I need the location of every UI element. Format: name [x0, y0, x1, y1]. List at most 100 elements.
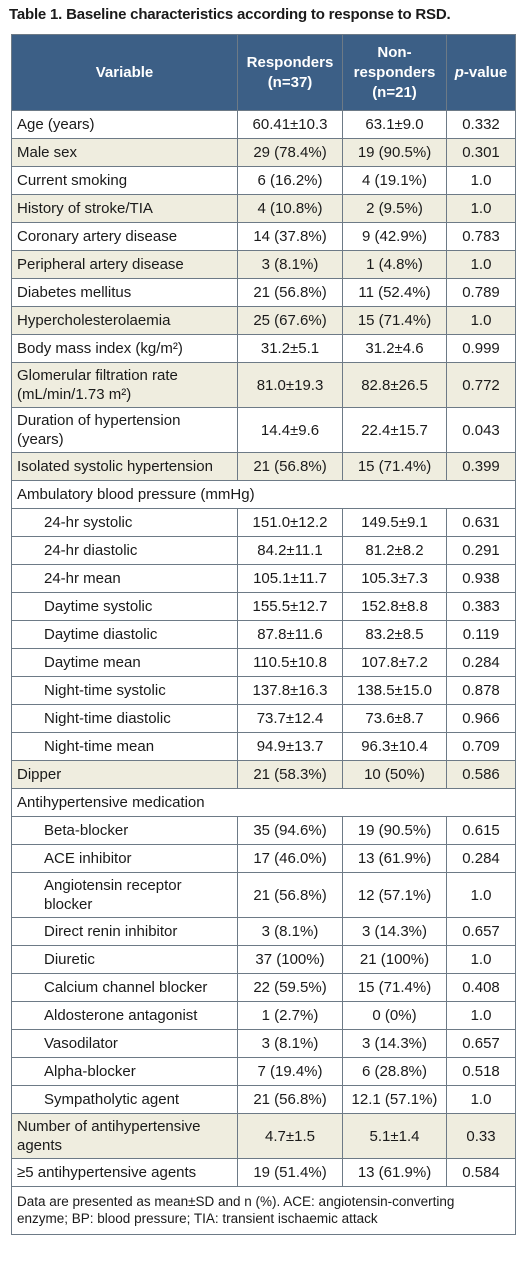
- table-row: Alpha-blocker 7 (19.4%) 6 (28.8%) 0.518: [11, 1057, 516, 1086]
- row-label: Diabetes mellitus: [11, 278, 238, 307]
- table-row: 24-hr diastolic 84.2±11.1 81.2±8.2 0.291: [11, 536, 516, 565]
- nonresponders-value: 19 (90.5%): [342, 138, 447, 167]
- p-value: 0.966: [446, 704, 516, 733]
- row-label: Daytime systolic: [11, 592, 238, 621]
- table-row: 24-hr systolic 151.0±12.2 149.5±9.1 0.63…: [11, 508, 516, 537]
- nonresponders-value: 2 (9.5%): [342, 194, 447, 223]
- responders-value: 21 (56.8%): [237, 1085, 343, 1114]
- header-nonresponders: Non- responders (n=21): [342, 34, 447, 111]
- row-label: Peripheral artery disease: [11, 250, 238, 279]
- p-value: 0.284: [446, 648, 516, 677]
- table-row: Duration of hypertension (years) 14.4±9.6…: [11, 407, 516, 453]
- p-value: 0.631: [446, 508, 516, 537]
- row-label: Direct renin inhibitor: [11, 917, 238, 946]
- nonresponders-value: 82.8±26.5: [342, 362, 447, 408]
- responders-value: 3 (8.1%): [237, 1029, 343, 1058]
- row-label: Daytime diastolic: [11, 620, 238, 649]
- responders-value: 137.8±16.3: [237, 676, 343, 705]
- header-row: Variable Responders (n=37) Non- responde…: [11, 34, 516, 111]
- table-row: Hypercholesterolaemia 25 (67.6%) 15 (71.…: [11, 306, 516, 335]
- p-value: 0.615: [446, 816, 516, 845]
- responders-value: 19 (51.4%): [237, 1158, 343, 1187]
- header-variable: Variable: [11, 34, 238, 111]
- nonresponders-value: 15 (71.4%): [342, 306, 447, 335]
- responders-value: 21 (56.8%): [237, 872, 343, 918]
- table-row: Body mass index (kg/m²) 31.2±5.1 31.2±4.…: [11, 334, 516, 363]
- row-label: Dipper: [11, 760, 238, 789]
- baseline-characteristics-table: Variable Responders (n=37) Non- responde…: [11, 34, 516, 1235]
- responders-value: 3 (8.1%): [237, 917, 343, 946]
- row-label: Hypercholesterolaemia: [11, 306, 238, 335]
- p-value: 0.789: [446, 278, 516, 307]
- table-title: Table 1. Baseline characteristics accord…: [9, 6, 451, 23]
- nonresponders-value: 4 (19.1%): [342, 166, 447, 195]
- p-value: 1.0: [446, 250, 516, 279]
- nonresponders-value: 3 (14.3%): [342, 1029, 447, 1058]
- p-value: 1.0: [446, 1001, 516, 1030]
- nonresponders-value: 11 (52.4%): [342, 278, 447, 307]
- table-footnote: Data are presented as mean±SD and n (%).…: [11, 1186, 516, 1235]
- table-row: Beta-blocker 35 (94.6%) 19 (90.5%) 0.615: [11, 816, 516, 845]
- p-value: 0.783: [446, 222, 516, 251]
- row-label: Calcium channel blocker: [11, 973, 238, 1002]
- header-pvalue: p-value: [446, 34, 516, 111]
- row-label: Sympatholytic agent: [11, 1085, 238, 1114]
- row-label: Daytime mean: [11, 648, 238, 677]
- p-value: 0.408: [446, 973, 516, 1002]
- table-row: Angiotensin receptor blocker 21 (56.8%) 1…: [11, 872, 516, 918]
- p-value: 0.119: [446, 620, 516, 649]
- responders-value: 7 (19.4%): [237, 1057, 343, 1086]
- p-value: 0.518: [446, 1057, 516, 1086]
- table-row: Daytime mean 110.5±10.8 107.8±7.2 0.284: [11, 648, 516, 677]
- p-value: 0.999: [446, 334, 516, 363]
- row-label: Beta-blocker: [11, 816, 238, 845]
- table-row: Glomerular filtration rate (mL/min/1.73 m…: [11, 362, 516, 408]
- responders-value: 21 (58.3%): [237, 760, 343, 789]
- row-label: Isolated systolic hypertension: [11, 452, 238, 481]
- table-row: Calcium channel blocker 22 (59.5%) 15 (7…: [11, 973, 516, 1002]
- nonresponders-value: 15 (71.4%): [342, 973, 447, 1002]
- responders-value: 4.7±1.5: [237, 1113, 343, 1159]
- table-row: Coronary artery disease 14 (37.8%) 9 (42…: [11, 222, 516, 251]
- responders-value: 21 (56.8%): [237, 278, 343, 307]
- section-row: Antihypertensive medication: [11, 788, 516, 817]
- responders-value: 4 (10.8%): [237, 194, 343, 223]
- responders-value: 17 (46.0%): [237, 844, 343, 873]
- nonresponders-value: 81.2±8.2: [342, 536, 447, 565]
- nonresponders-value: 3 (14.3%): [342, 917, 447, 946]
- row-label: Night-time mean: [11, 732, 238, 761]
- nonresponders-value: 13 (61.9%): [342, 1158, 447, 1187]
- row-label: Duration of hypertension (years): [11, 407, 238, 453]
- nonresponders-value: 19 (90.5%): [342, 816, 447, 845]
- responders-value: 84.2±11.1: [237, 536, 343, 565]
- nonresponders-value: 9 (42.9%): [342, 222, 447, 251]
- responders-value: 35 (94.6%): [237, 816, 343, 845]
- nonresponders-value: 73.6±8.7: [342, 704, 447, 733]
- row-label: Aldosterone antagonist: [11, 1001, 238, 1030]
- responders-value: 3 (8.1%): [237, 250, 343, 279]
- responders-value: 60.41±10.3: [237, 110, 343, 139]
- table-row: Aldosterone antagonist 1 (2.7%) 0 (0%) 1…: [11, 1001, 516, 1030]
- table-row: Night-time diastolic 73.7±12.4 73.6±8.7 …: [11, 704, 516, 733]
- row-label: 24-hr systolic: [11, 508, 238, 537]
- table-row: Vasodilator 3 (8.1%) 3 (14.3%) 0.657: [11, 1029, 516, 1058]
- nonresponders-value: 10 (50%): [342, 760, 447, 789]
- responders-value: 31.2±5.1: [237, 334, 343, 363]
- nonresponders-value: 0 (0%): [342, 1001, 447, 1030]
- nonresponders-value: 83.2±8.5: [342, 620, 447, 649]
- table-row: ACE inhibitor 17 (46.0%) 13 (61.9%) 0.28…: [11, 844, 516, 873]
- nonresponders-value: 105.3±7.3: [342, 564, 447, 593]
- row-label: Age (years): [11, 110, 238, 139]
- row-label: Body mass index (kg/m²): [11, 334, 238, 363]
- responders-value: 29 (78.4%): [237, 138, 343, 167]
- responders-value: 22 (59.5%): [237, 973, 343, 1002]
- section-label: Antihypertensive medication: [11, 788, 516, 817]
- nonresponders-value: 15 (71.4%): [342, 452, 447, 481]
- table-row: Sympatholytic agent 21 (56.8%) 12.1 (57.…: [11, 1085, 516, 1114]
- table-row: Daytime diastolic 87.8±11.6 83.2±8.5 0.1…: [11, 620, 516, 649]
- responders-value: 21 (56.8%): [237, 452, 343, 481]
- nonresponders-value: 107.8±7.2: [342, 648, 447, 677]
- responders-value: 14.4±9.6: [237, 407, 343, 453]
- p-value: 1.0: [446, 194, 516, 223]
